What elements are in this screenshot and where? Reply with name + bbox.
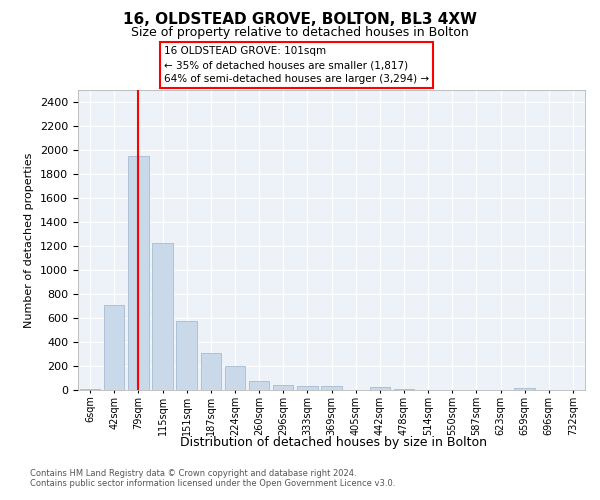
Text: Size of property relative to detached houses in Bolton: Size of property relative to detached ho… xyxy=(131,26,469,39)
Bar xyxy=(152,243,173,390)
Bar xyxy=(249,381,269,390)
Bar xyxy=(200,354,221,390)
Bar xyxy=(297,386,317,390)
Bar xyxy=(80,389,100,390)
Text: Contains HM Land Registry data © Crown copyright and database right 2024.: Contains HM Land Registry data © Crown c… xyxy=(30,468,356,477)
Bar xyxy=(104,305,124,390)
Bar xyxy=(273,385,293,390)
Y-axis label: Number of detached properties: Number of detached properties xyxy=(25,152,34,328)
Bar xyxy=(128,156,149,390)
Text: 16, OLDSTEAD GROVE, BOLTON, BL3 4XW: 16, OLDSTEAD GROVE, BOLTON, BL3 4XW xyxy=(123,12,477,28)
Bar xyxy=(321,386,342,390)
Text: Distribution of detached houses by size in Bolton: Distribution of detached houses by size … xyxy=(179,436,487,449)
Text: 16 OLDSTEAD GROVE: 101sqm
← 35% of detached houses are smaller (1,817)
64% of se: 16 OLDSTEAD GROVE: 101sqm ← 35% of detac… xyxy=(164,46,430,84)
Bar xyxy=(514,388,535,390)
Text: Contains public sector information licensed under the Open Government Licence v3: Contains public sector information licen… xyxy=(30,478,395,488)
Bar xyxy=(224,366,245,390)
Bar xyxy=(370,386,390,390)
Bar xyxy=(176,321,197,390)
